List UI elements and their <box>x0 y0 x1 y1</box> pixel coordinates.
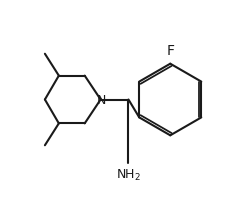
Text: N: N <box>97 94 106 107</box>
Text: NH$_2$: NH$_2$ <box>116 168 141 183</box>
Text: F: F <box>166 44 174 58</box>
